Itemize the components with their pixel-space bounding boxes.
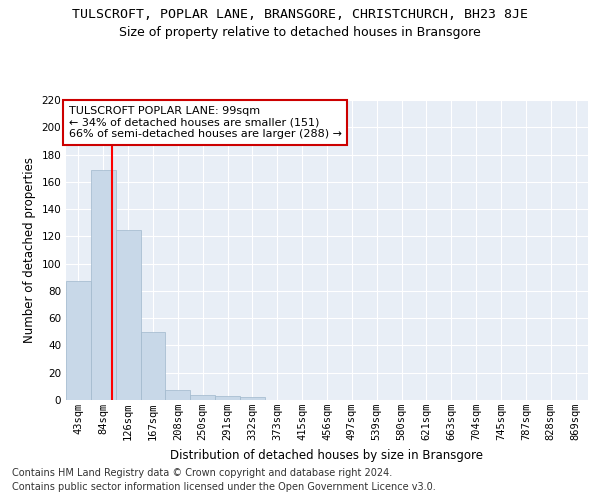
Text: Contains public sector information licensed under the Open Government Licence v3: Contains public sector information licen…: [12, 482, 436, 492]
Text: Contains HM Land Registry data © Crown copyright and database right 2024.: Contains HM Land Registry data © Crown c…: [12, 468, 392, 477]
Bar: [91, 170, 116, 400]
Bar: [215, 396, 240, 400]
Text: TULSCROFT, POPLAR LANE, BRANSGORE, CHRISTCHURCH, BH23 8JE: TULSCROFT, POPLAR LANE, BRANSGORE, CHRIS…: [72, 8, 528, 20]
Bar: [166, 390, 190, 400]
Bar: [240, 398, 265, 400]
Bar: [190, 394, 215, 400]
Bar: [116, 230, 140, 400]
Text: Size of property relative to detached houses in Bransgore: Size of property relative to detached ho…: [119, 26, 481, 39]
Y-axis label: Number of detached properties: Number of detached properties: [23, 157, 36, 343]
Text: TULSCROFT POPLAR LANE: 99sqm
← 34% of detached houses are smaller (151)
66% of s: TULSCROFT POPLAR LANE: 99sqm ← 34% of de…: [68, 106, 341, 139]
X-axis label: Distribution of detached houses by size in Bransgore: Distribution of detached houses by size …: [170, 448, 484, 462]
Bar: [66, 282, 91, 400]
Bar: [140, 332, 166, 400]
